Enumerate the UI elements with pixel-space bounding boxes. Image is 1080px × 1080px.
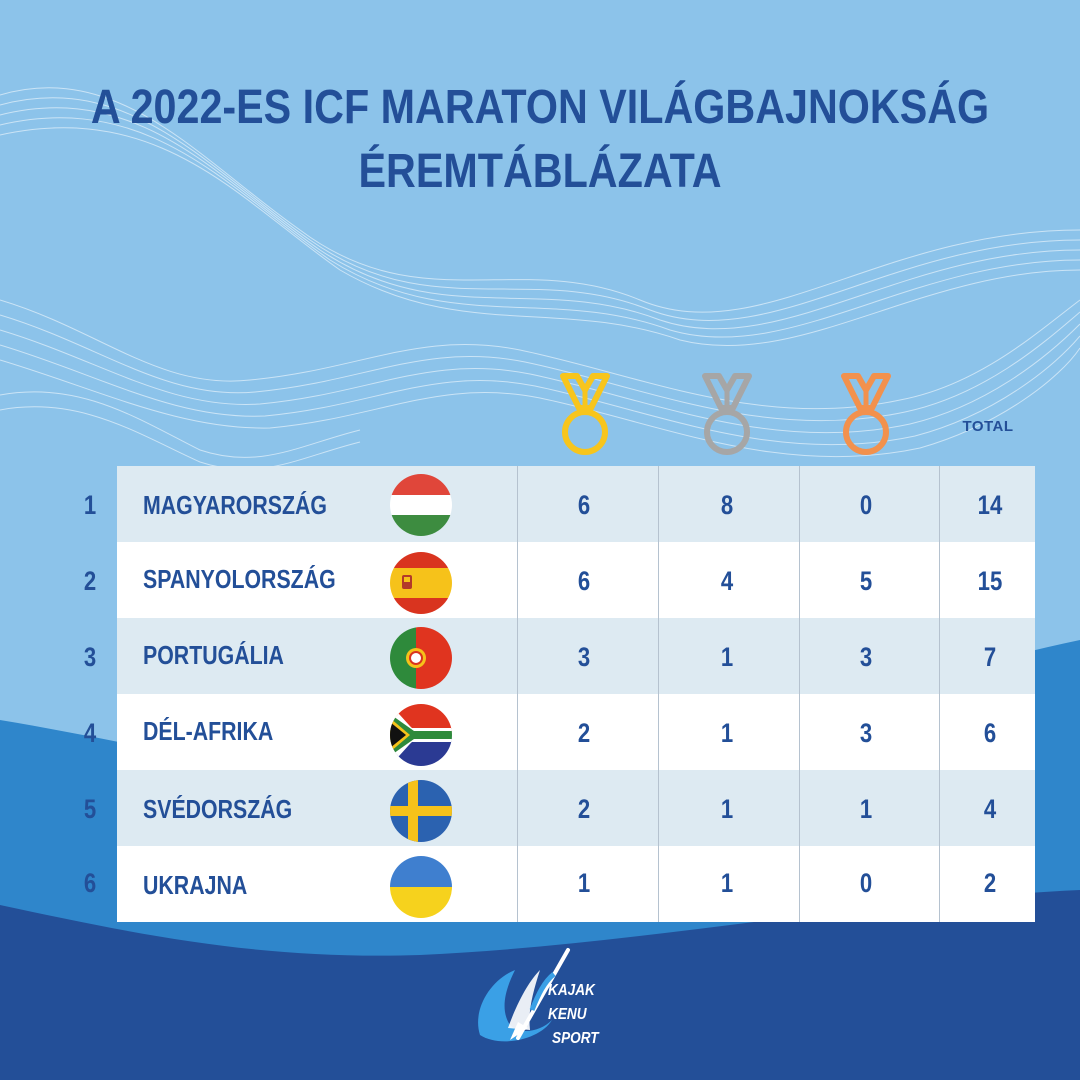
wave-lines-decoration [0,87,1080,470]
rank-cell: 3 [83,642,97,672]
bronze-count: 3 [859,642,873,672]
bronze-count: 5 [859,566,873,596]
column-divider [799,466,800,922]
logo-text-line-3: SPORT [552,1030,599,1047]
logo-text-line-1: KAJAK [548,982,595,999]
gold-medal-icon [555,368,615,464]
gold-count: 2 [577,794,591,824]
gold-count: 1 [577,868,591,898]
country-name: MAGYARORSZÁG [143,490,328,520]
rank-cell: 6 [83,868,97,898]
country-name: SPANYOLORSZÁG [143,564,336,594]
total-count: 15 [977,566,1003,596]
silver-medal-icon [697,368,757,464]
country-name: PORTUGÁLIA [143,640,284,670]
spain-flag-icon [390,552,452,614]
total-count: 2 [983,868,997,898]
bronze-count: 3 [859,718,873,748]
wave-bottom [0,890,1080,1080]
column-divider [658,466,659,922]
table-row [117,618,1035,694]
silver-count: 8 [720,490,734,520]
silver-count: 1 [720,794,734,824]
gold-count: 6 [577,566,591,596]
title-line-2: ÉREMTÁBLÁZATA [358,145,722,198]
table-row [117,846,1035,922]
rank-cell: 4 [83,718,97,748]
silver-count: 1 [720,642,734,672]
table-row [117,542,1035,618]
table-row [117,694,1035,770]
total-column-header: TOTAL [962,418,1014,435]
table-row [117,466,1035,542]
country-name: SVÉDORSZÁG [143,794,293,824]
south-africa-flag-icon [390,704,452,766]
hungary-flag-icon [390,474,452,536]
gold-count: 3 [577,642,591,672]
country-name: UKRAJNA [143,870,248,900]
ukraine-flag-icon [390,856,452,918]
bronze-count: 0 [859,490,873,520]
bronze-count: 0 [859,868,873,898]
total-count: 6 [983,718,997,748]
bronze-medal-icon [836,368,896,464]
logo-text-line-2: KENU [548,1006,587,1023]
rank-cell: 2 [83,566,97,596]
rank-cell: 5 [83,794,97,824]
gold-count: 6 [577,490,591,520]
kajak-kenu-sport-logo [478,948,570,1042]
title-line-1: A 2022-ES ICF MARATON VILÁGBAJNOKSÁG [90,81,990,134]
medal-table [117,466,1035,922]
total-count: 7 [983,642,997,672]
portugal-flag-icon [390,627,452,689]
silver-count: 4 [720,566,734,596]
gold-count: 2 [577,718,591,748]
country-name: DÉL-AFRIKA [143,716,274,746]
total-count: 4 [983,794,997,824]
total-count: 14 [977,490,1003,520]
column-divider [517,466,518,922]
sweden-flag-icon [390,780,452,842]
silver-count: 1 [720,868,734,898]
table-row [117,770,1035,846]
page-title: A 2022-ES ICF MARATON VILÁGBAJNOKSÁG ÉRE… [76,76,1005,204]
rank-cell: 1 [83,490,97,520]
column-divider [939,466,940,922]
silver-count: 1 [720,718,734,748]
bronze-count: 1 [859,794,873,824]
